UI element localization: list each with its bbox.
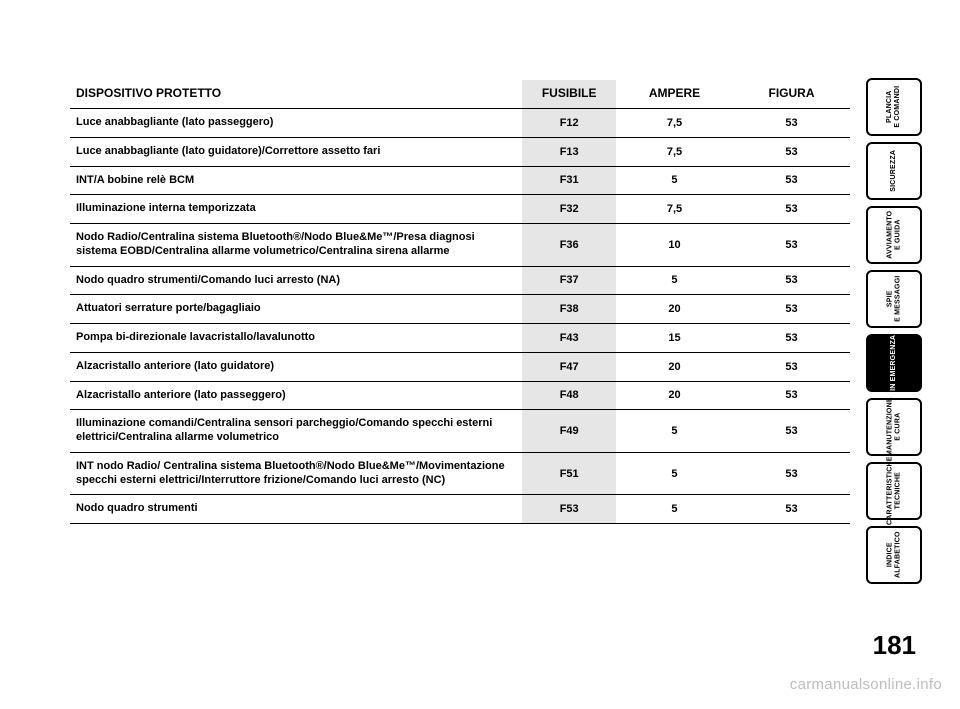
col-fuse: FUSIBILE	[522, 80, 616, 109]
section-tab[interactable]: PLANCIA E COMANDI	[866, 78, 922, 136]
cell-figure: 53	[733, 452, 850, 495]
cell-ampere: 7,5	[616, 195, 733, 224]
table-row: Illuminazione comandi/Centralina sensori…	[70, 410, 850, 453]
section-tab[interactable]: AVVIAMENTO E GUIDA	[866, 206, 922, 264]
cell-ampere: 5	[616, 495, 733, 524]
section-tabs: PLANCIA E COMANDI SICUREZZA AVVIAMENTO E G…	[866, 78, 922, 584]
cell-ampere: 20	[616, 352, 733, 381]
cell-figure: 53	[733, 324, 850, 353]
table-row: Nodo quadro strumenti/Comando luci arres…	[70, 266, 850, 295]
cell-device: Alzacristallo anteriore (lato guidatore)	[70, 352, 522, 381]
cell-ampere: 20	[616, 381, 733, 410]
cell-ampere: 15	[616, 324, 733, 353]
cell-ampere: 5	[616, 166, 733, 195]
cell-ampere: 5	[616, 266, 733, 295]
table-row: INT/A bobine relè BCMF31553	[70, 166, 850, 195]
table-row: Attuatori serrature porte/bagagliaioF382…	[70, 295, 850, 324]
cell-ampere: 7,5	[616, 109, 733, 138]
cell-device: Illuminazione comandi/Centralina sensori…	[70, 410, 522, 453]
cell-fuse: F12	[522, 109, 616, 138]
cell-figure: 53	[733, 295, 850, 324]
cell-ampere: 20	[616, 295, 733, 324]
table-header-row: DISPOSITIVO PROTETTO FUSIBILE AMPERE FIG…	[70, 80, 850, 109]
section-tab-label: PLANCIA E COMANDI	[886, 86, 901, 128]
cell-device: Nodo quadro strumenti/Comando luci arres…	[70, 266, 522, 295]
cell-fuse: F36	[522, 224, 616, 267]
cell-device: Alzacristallo anteriore (lato passeggero…	[70, 381, 522, 410]
page-number: 181	[873, 630, 916, 661]
cell-device: Nodo Radio/Centralina sistema Bluetooth®…	[70, 224, 522, 267]
cell-device: Pompa bi-direzionale lavacristallo/laval…	[70, 324, 522, 353]
cell-fuse: F43	[522, 324, 616, 353]
cell-figure: 53	[733, 266, 850, 295]
cell-device: INT/A bobine relè BCM	[70, 166, 522, 195]
col-figure: FIGURA	[733, 80, 850, 109]
section-tab[interactable]: IN EMERGENZA	[866, 334, 922, 392]
cell-fuse: F37	[522, 266, 616, 295]
section-tab[interactable]: SICUREZZA	[866, 142, 922, 200]
section-tab-label: AVVIAMENTO E GUIDA	[886, 211, 901, 259]
table-row: Illuminazione interna temporizzataF327,5…	[70, 195, 850, 224]
cell-device: Attuatori serrature porte/bagagliaio	[70, 295, 522, 324]
cell-device: INT nodo Radio/ Centralina sistema Bluet…	[70, 452, 522, 495]
section-tab-label: SICUREZZA	[890, 150, 898, 192]
col-ampere: AMPERE	[616, 80, 733, 109]
section-tab[interactable]: CARATTERISTICHE TECNICHE	[866, 462, 922, 520]
table-row: Luce anabbagliante (lato passeggero)F127…	[70, 109, 850, 138]
cell-ampere: 10	[616, 224, 733, 267]
section-tab-label: SPIE E MESSAGGI	[886, 276, 901, 322]
cell-fuse: F49	[522, 410, 616, 453]
section-tab[interactable]: MANUTENZIONE E CURA	[866, 398, 922, 456]
fuse-table: DISPOSITIVO PROTETTO FUSIBILE AMPERE FIG…	[70, 80, 850, 524]
section-tab-label: INDICE ALFABETICO	[886, 532, 901, 579]
cell-figure: 53	[733, 137, 850, 166]
cell-figure: 53	[733, 410, 850, 453]
cell-fuse: F31	[522, 166, 616, 195]
cell-device: Illuminazione interna temporizzata	[70, 195, 522, 224]
cell-figure: 53	[733, 381, 850, 410]
table-row: Luce anabbagliante (lato guidatore)/Corr…	[70, 137, 850, 166]
cell-figure: 53	[733, 495, 850, 524]
cell-figure: 53	[733, 109, 850, 138]
cell-fuse: F32	[522, 195, 616, 224]
cell-fuse: F13	[522, 137, 616, 166]
cell-ampere: 5	[616, 410, 733, 453]
section-tab-label: IN EMERGENZA	[890, 335, 898, 391]
table-row: Pompa bi-direzionale lavacristallo/laval…	[70, 324, 850, 353]
table-row: Alzacristallo anteriore (lato passeggero…	[70, 381, 850, 410]
manual-page: DISPOSITIVO PROTETTO FUSIBILE AMPERE FIG…	[0, 0, 960, 709]
cell-fuse: F48	[522, 381, 616, 410]
cell-figure: 53	[733, 224, 850, 267]
cell-figure: 53	[733, 166, 850, 195]
table-row: Alzacristallo anteriore (lato guidatore)…	[70, 352, 850, 381]
cell-figure: 53	[733, 195, 850, 224]
cell-fuse: F38	[522, 295, 616, 324]
cell-figure: 53	[733, 352, 850, 381]
cell-device: Luce anabbagliante (lato passeggero)	[70, 109, 522, 138]
cell-fuse: F53	[522, 495, 616, 524]
section-tab[interactable]: INDICE ALFABETICO	[866, 526, 922, 584]
cell-ampere: 5	[616, 452, 733, 495]
table-row: INT nodo Radio/ Centralina sistema Bluet…	[70, 452, 850, 495]
cell-ampere: 7,5	[616, 137, 733, 166]
section-tab[interactable]: SPIE E MESSAGGI	[866, 270, 922, 328]
watermark: carmanualsonline.info	[790, 676, 942, 693]
table-row: Nodo quadro strumentiF53553	[70, 495, 850, 524]
col-device: DISPOSITIVO PROTETTO	[70, 80, 522, 109]
cell-device: Luce anabbagliante (lato guidatore)/Corr…	[70, 137, 522, 166]
section-tab-label: CARATTERISTICHE TECNICHE	[886, 457, 901, 526]
table-row: Nodo Radio/Centralina sistema Bluetooth®…	[70, 224, 850, 267]
section-tab-label: MANUTENZIONE E CURA	[886, 398, 901, 457]
cell-fuse: F47	[522, 352, 616, 381]
cell-fuse: F51	[522, 452, 616, 495]
cell-device: Nodo quadro strumenti	[70, 495, 522, 524]
